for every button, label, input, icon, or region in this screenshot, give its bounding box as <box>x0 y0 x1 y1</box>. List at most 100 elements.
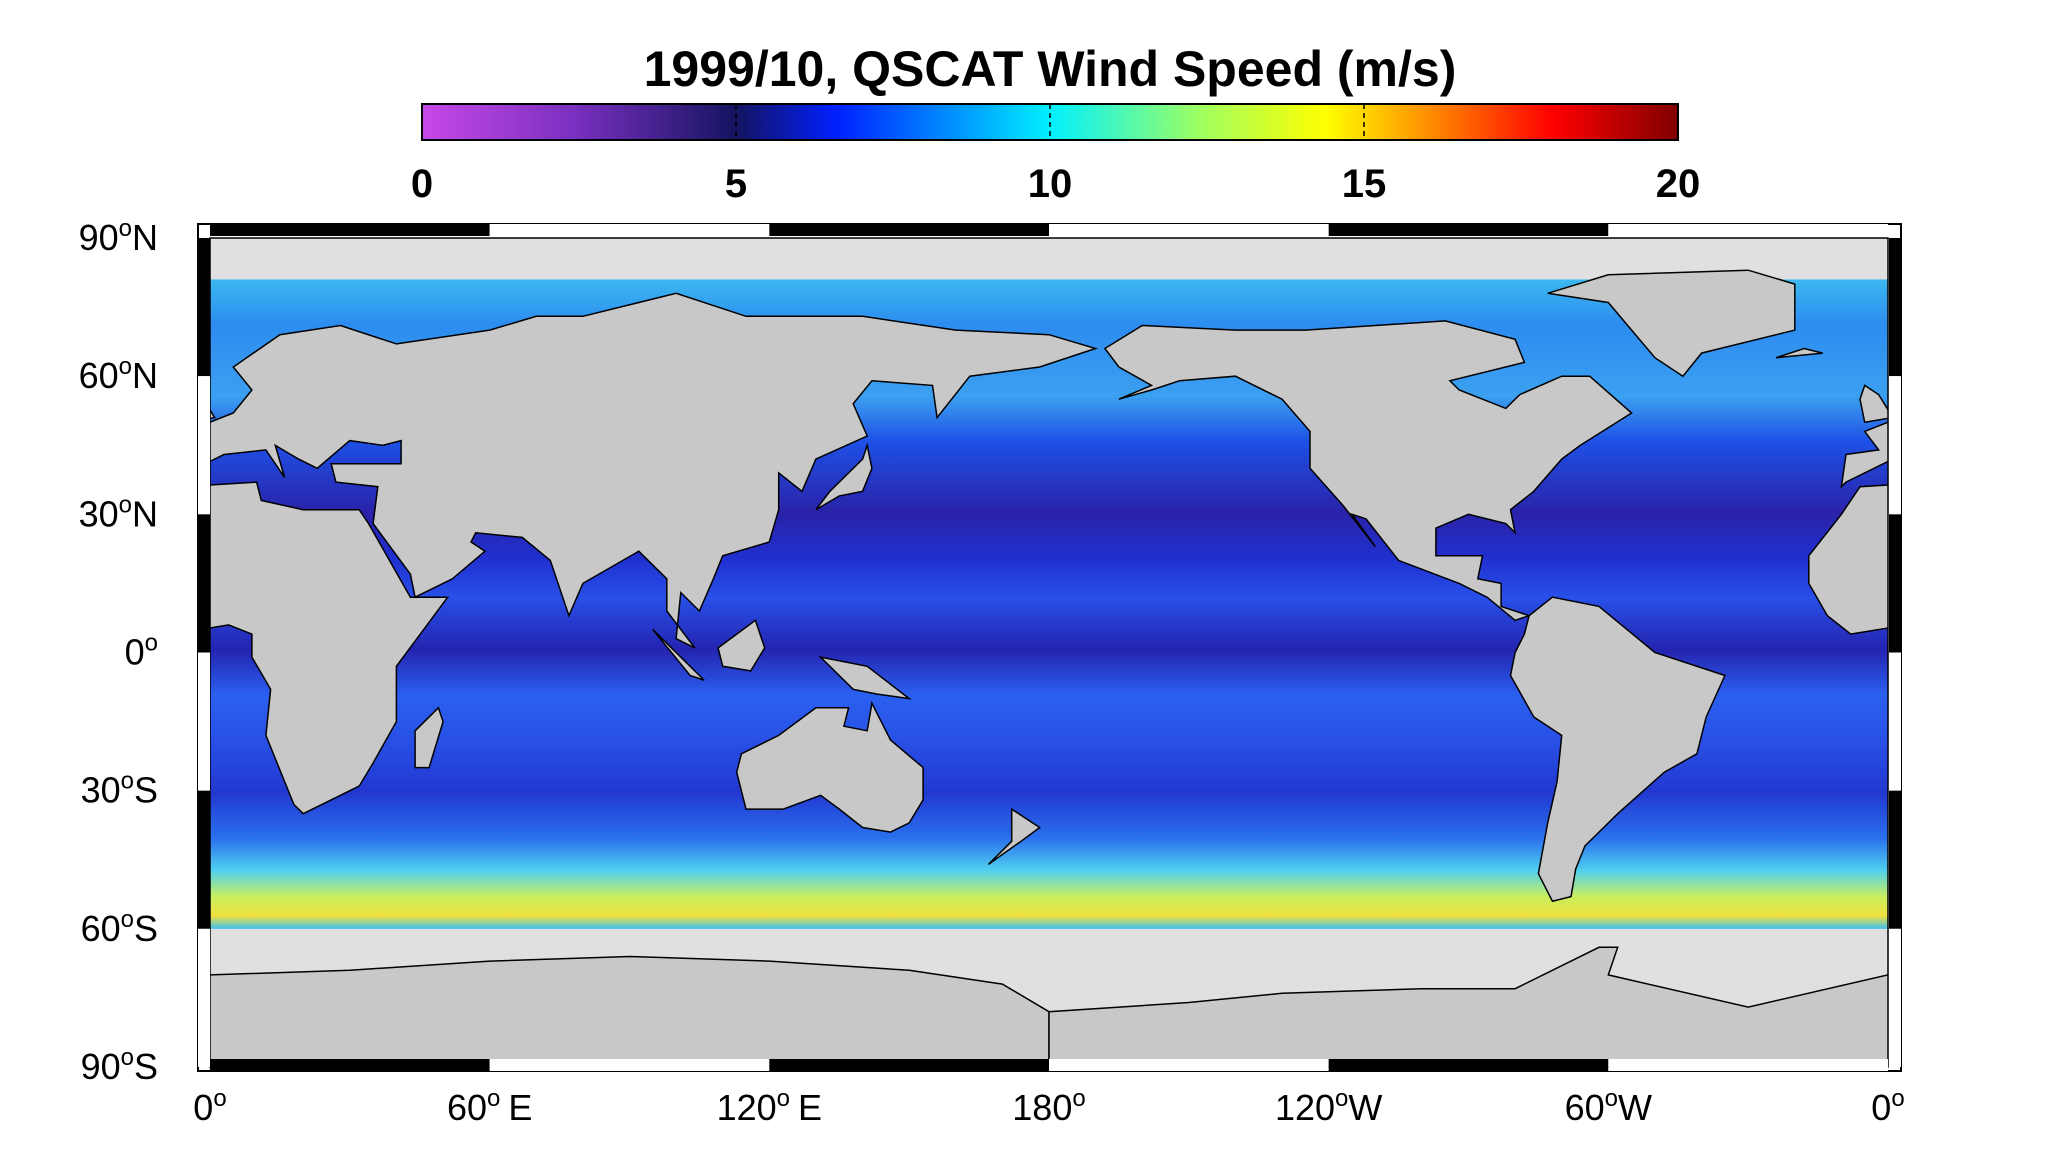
label-number: 30 <box>81 770 121 811</box>
land <box>0 597 47 901</box>
frame-bar <box>1608 224 1888 236</box>
axis-label: 0o <box>1871 1085 1904 1128</box>
label-number: 30 <box>79 493 119 534</box>
axis-label: 30oN <box>79 491 158 534</box>
label-number: 60 <box>81 908 121 949</box>
land <box>1509 596 1726 903</box>
frame-bar <box>1889 790 1901 929</box>
colorbar-tick-label: 15 <box>1342 162 1387 206</box>
colorbar-tick-label: 20 <box>1656 162 1701 206</box>
frame-bar <box>1608 1059 1888 1071</box>
frame-bar <box>1049 1059 1329 1071</box>
frame-bar <box>1049 224 1329 236</box>
label-direction: W <box>1618 1087 1652 1128</box>
label-degree: o <box>119 353 132 380</box>
axis-label: 90oN <box>79 215 158 258</box>
label-number: 90 <box>79 217 119 258</box>
frame-bar <box>1889 238 1901 377</box>
frame-bar <box>489 1059 770 1071</box>
label-degree: o <box>121 1044 134 1071</box>
frame-bar <box>1889 514 1901 653</box>
label-degree: o <box>213 1085 226 1112</box>
frame-bar <box>1889 928 1901 1067</box>
axis-label: 180o <box>1012 1085 1085 1128</box>
label-degree: o <box>1335 1085 1348 1112</box>
label-direction: S <box>134 770 158 811</box>
label-direction: W <box>1348 1087 1382 1128</box>
frame-bar <box>1889 376 1901 515</box>
axis-label: 60oN <box>79 353 158 396</box>
colorbar-tick-label: 10 <box>1028 162 1073 206</box>
label-number: 60 <box>447 1087 487 1128</box>
label-degree: o <box>119 215 132 242</box>
label-degree: o <box>1605 1085 1618 1112</box>
axis-label: 0o <box>193 1085 226 1128</box>
land <box>210 481 450 815</box>
land <box>210 292 1099 649</box>
label-direction: E <box>508 1087 532 1128</box>
frame-bar <box>198 790 210 929</box>
label-degree: o <box>121 768 134 795</box>
title: 1999/10, QSCAT Wind Speed (m/s) <box>644 41 1457 97</box>
land <box>1048 946 1888 1067</box>
label-degree: o <box>1891 1085 1904 1112</box>
label-number: 0 <box>193 1087 213 1128</box>
land <box>1103 320 1633 622</box>
land <box>414 706 444 769</box>
label-number: 0 <box>1871 1087 1891 1128</box>
land <box>717 619 766 672</box>
land <box>1840 421 1888 489</box>
label-direction: N <box>132 355 158 396</box>
land <box>735 700 924 833</box>
land <box>1547 269 1796 378</box>
label-degree: o <box>119 491 132 518</box>
label-number: 0 <box>125 632 145 673</box>
frame-bar <box>1889 652 1901 791</box>
label-degree: o <box>121 906 134 933</box>
land <box>987 807 1042 866</box>
frame-bar <box>1328 224 1609 236</box>
frame-bar <box>198 238 210 377</box>
label-degree: o <box>777 1085 790 1112</box>
land <box>1775 347 1823 359</box>
land <box>818 655 912 700</box>
label-number: 120 <box>717 1087 777 1128</box>
axis-label: 60oW <box>1565 1085 1652 1128</box>
land <box>210 955 1050 1067</box>
label-degree: o <box>487 1085 500 1112</box>
axis-label: 0o <box>125 630 158 673</box>
land <box>652 628 705 681</box>
label-degree: o <box>145 630 158 657</box>
colorbar-tick-label: 5 <box>725 162 747 206</box>
label-degree: o <box>1072 1085 1085 1112</box>
label-number: 60 <box>1565 1087 1605 1128</box>
frame-bar <box>198 376 210 515</box>
label-direction: S <box>134 908 158 949</box>
frame-bar <box>489 224 770 236</box>
axis-label: 60oS <box>81 906 158 949</box>
axis-label: 60o E <box>447 1085 532 1128</box>
frame-bar <box>210 1059 490 1071</box>
frame-bar <box>198 652 210 791</box>
label-direction: S <box>134 1046 158 1087</box>
axis-label: 120o E <box>717 1085 822 1128</box>
frame-bar <box>198 514 210 653</box>
frame-bar <box>1328 1059 1609 1071</box>
frame-bar <box>198 928 210 1067</box>
label-number: 90 <box>81 1046 121 1087</box>
label-number: 180 <box>1012 1087 1072 1128</box>
land <box>1859 384 1888 424</box>
label-direction: N <box>132 493 158 534</box>
label-number: 60 <box>79 355 119 396</box>
label-direction: E <box>798 1087 822 1128</box>
label-number: 120 <box>1275 1087 1335 1128</box>
label-direction: N <box>132 217 158 258</box>
frame-bar <box>769 1059 1049 1071</box>
axis-label: 120oW <box>1275 1085 1382 1128</box>
axis-label: 90oS <box>81 1044 158 1087</box>
land <box>1808 484 1888 635</box>
colorbar-tick-label: 0 <box>411 162 433 206</box>
axis-label: 30oS <box>81 768 158 811</box>
frame-bar <box>769 224 1049 236</box>
